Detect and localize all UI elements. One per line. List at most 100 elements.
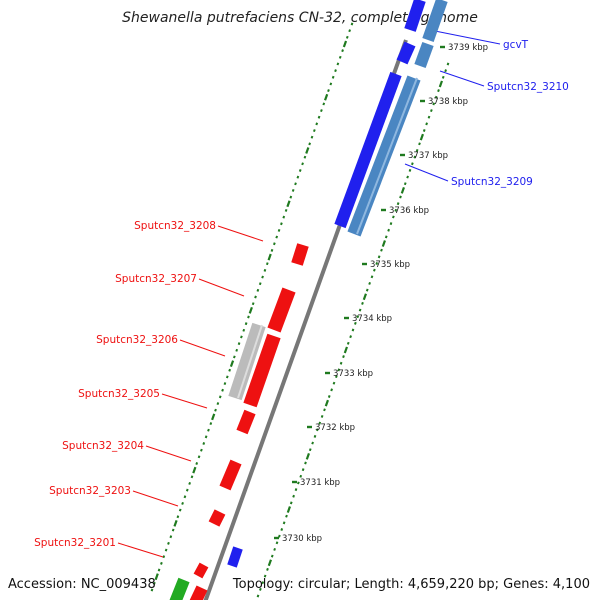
tick-dot bbox=[305, 147, 310, 154]
tick-dot bbox=[273, 242, 276, 246]
tick-dot bbox=[373, 268, 376, 272]
gene-sputcn32-3206-other bbox=[228, 322, 266, 401]
tick-dot bbox=[292, 494, 295, 498]
scale-tick-label: 3738 kbp bbox=[428, 97, 468, 107]
tick-dot bbox=[185, 488, 189, 492]
gene-sputcn32-3208 bbox=[291, 243, 309, 266]
scale-tick-label: 3735 kbp bbox=[370, 260, 410, 270]
tick-dot bbox=[308, 142, 311, 146]
tick-dot bbox=[263, 574, 267, 578]
tick-dot bbox=[349, 335, 352, 339]
tick-dot bbox=[162, 555, 166, 559]
tick-dot bbox=[380, 248, 383, 252]
tick-dot bbox=[299, 474, 303, 478]
tick-dot bbox=[164, 548, 168, 552]
tick-dot bbox=[338, 55, 342, 59]
tick-dot bbox=[242, 328, 246, 332]
tick-dot bbox=[413, 155, 417, 159]
tick-dot bbox=[304, 461, 307, 465]
tick-dot bbox=[259, 587, 262, 591]
scale-tick-label: 3733 kbp bbox=[333, 369, 373, 379]
tick-dot bbox=[258, 282, 262, 286]
tick-dot bbox=[375, 262, 379, 265]
leader-reverse bbox=[145, 445, 192, 462]
tick-dot bbox=[275, 235, 279, 239]
tick-dot bbox=[221, 388, 224, 392]
gene-label-forward: Sputcn32_3209 bbox=[451, 176, 533, 188]
tick-dot bbox=[322, 102, 326, 106]
gene-sputcn32-3202 bbox=[193, 562, 209, 579]
gene-label-forward: Sputcn32_3210 bbox=[487, 81, 569, 93]
tick-dot bbox=[303, 155, 307, 159]
gene-label-reverse: Sputcn32_3206 bbox=[96, 334, 178, 346]
tick-dot bbox=[446, 62, 450, 66]
tick-dot bbox=[247, 315, 250, 319]
tick-dot bbox=[214, 408, 217, 412]
tick-dot bbox=[169, 535, 173, 539]
tick-dot bbox=[323, 408, 326, 412]
tick-dot bbox=[278, 534, 281, 538]
tick-dot bbox=[356, 315, 360, 319]
tick-dot bbox=[216, 402, 220, 406]
gene-sputcn32-3201 bbox=[189, 585, 208, 600]
tick-dot bbox=[218, 395, 222, 399]
tick-dot bbox=[317, 115, 321, 119]
tick-dot bbox=[329, 82, 333, 86]
tick-dot bbox=[437, 89, 440, 93]
tick-dot bbox=[277, 228, 281, 232]
inner-tick-ring bbox=[256, 62, 450, 598]
scale-tick-label: 3731 kbp bbox=[300, 478, 340, 488]
tick-dot bbox=[337, 368, 341, 372]
gene-sputcn32-3210 bbox=[396, 41, 416, 65]
tick-dot bbox=[263, 268, 267, 272]
tick-dot bbox=[432, 102, 436, 106]
tick-dot bbox=[235, 348, 239, 352]
tick-dot bbox=[237, 342, 241, 346]
tick-dot bbox=[195, 462, 199, 465]
leader-forward bbox=[404, 163, 449, 182]
tick-dot bbox=[211, 413, 216, 421]
gene-rna bbox=[169, 577, 190, 600]
tick-dot bbox=[244, 322, 248, 326]
tick-dot bbox=[343, 346, 348, 354]
leader-forward bbox=[429, 29, 501, 45]
tick-dot bbox=[305, 452, 310, 460]
tick-dot bbox=[181, 501, 184, 505]
tick-dot bbox=[361, 301, 364, 305]
tick-dot bbox=[350, 22, 354, 26]
tick-dot bbox=[327, 395, 331, 398]
tick-dot bbox=[392, 215, 395, 219]
scale-tick-label: 3734 kbp bbox=[352, 314, 392, 324]
tick-dot bbox=[370, 275, 374, 279]
tick-dot bbox=[197, 455, 201, 459]
tick-dot bbox=[261, 275, 264, 279]
tick-dot bbox=[362, 293, 367, 301]
accession-text: Accession: NC_009438 bbox=[8, 577, 156, 592]
tick-dot bbox=[346, 341, 350, 345]
tick-dot bbox=[324, 93, 329, 101]
scale-ticks: 3739 kbp 3738 kbp 3737 kbp 3736 kbp 3735 kbp… bbox=[274, 43, 488, 544]
tick-dot bbox=[204, 435, 208, 439]
gene-sputcn32-3207 bbox=[267, 287, 296, 333]
tick-dot bbox=[308, 448, 312, 452]
tick-dot bbox=[282, 521, 286, 525]
tick-dot bbox=[233, 355, 236, 359]
tick-dot bbox=[285, 514, 288, 518]
gene-label-reverse: Sputcn32_3208 bbox=[134, 220, 216, 232]
tick-dot bbox=[183, 495, 187, 499]
gene-label-forward: gcvT bbox=[503, 39, 529, 51]
gene-label-reverse: Sputcn32_3207 bbox=[115, 273, 197, 285]
tick-dot bbox=[320, 109, 323, 113]
tick-dot bbox=[324, 399, 329, 407]
tick-dot bbox=[334, 69, 337, 73]
gene-gcvT-other bbox=[422, 0, 448, 42]
gene-gcvT bbox=[404, 0, 426, 32]
tick-dot bbox=[280, 222, 283, 226]
tick-dot bbox=[153, 581, 156, 585]
tick-dot bbox=[316, 428, 319, 432]
leader-reverse bbox=[132, 490, 179, 507]
tick-dot bbox=[335, 375, 338, 379]
label-leaders bbox=[117, 29, 501, 558]
tick-dot bbox=[389, 222, 393, 226]
